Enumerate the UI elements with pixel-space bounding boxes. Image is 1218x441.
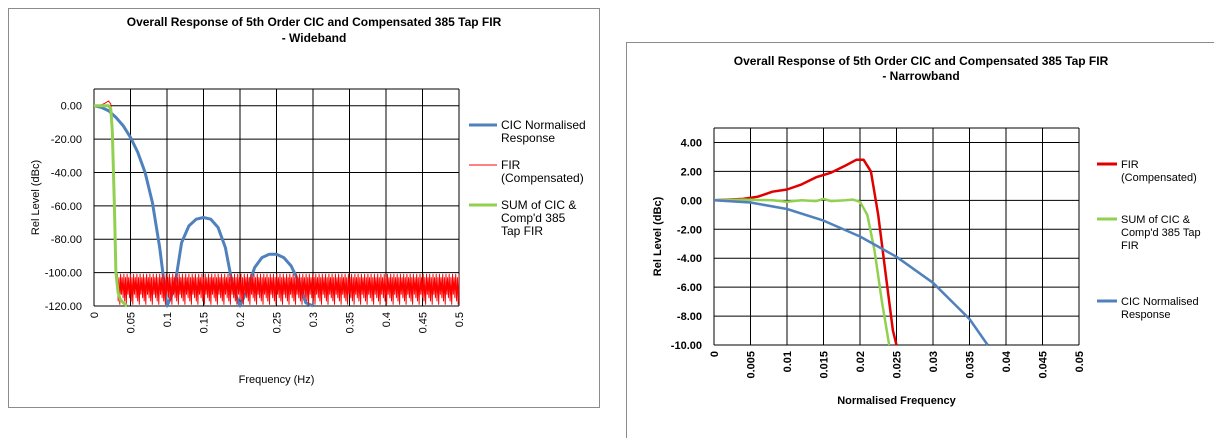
y-tick-label: 0.00 — [61, 101, 82, 113]
x-tick-label: 0.01 — [782, 351, 794, 372]
y-tick-label: -4.00 — [677, 253, 702, 265]
x-tick-label: 0.35 — [345, 312, 357, 333]
legend-entry: CIC Normalised Response — [501, 118, 586, 145]
legend-entry: FIR (Compensated) — [501, 158, 584, 185]
y-tick-label: -6.00 — [677, 282, 702, 294]
legend-entry-line: Tap FIR — [501, 224, 543, 238]
y-tick-label: -120.00 — [45, 301, 82, 313]
x-tick-label: 0.4 — [381, 312, 393, 327]
legend-entry-line: FIR — [1121, 240, 1139, 252]
legend-entry-line: FIR — [1121, 159, 1139, 171]
series-line-a — [94, 104, 314, 308]
x-tick-label: 0 — [709, 351, 721, 357]
chart-title: Overall Response of 5th Order CIC and Co… — [734, 54, 1109, 68]
legend-entry-line: Response — [1121, 309, 1171, 321]
x-tick-label: 0.045 — [1038, 351, 1050, 379]
y-tick-label: -8.00 — [677, 311, 702, 323]
x-tick-label: 0.04 — [1001, 350, 1013, 372]
legend-entry-line: FIR — [501, 158, 521, 172]
x-tick-label: 0.02 — [855, 351, 867, 372]
series-line-c — [94, 104, 128, 308]
legend-entry-line: (Compensated) — [1121, 172, 1197, 184]
x-tick-label: 0.03 — [928, 351, 940, 372]
chart-subtitle: - Narrowband — [882, 69, 959, 83]
y-tick-label: -100.00 — [45, 268, 82, 280]
x-tick-label: 0.45 — [418, 312, 430, 333]
legend-entry-line: CIC Normalised — [1121, 296, 1199, 308]
x-tick-label: 0.5 — [454, 312, 466, 327]
chart-subtitle: - Wideband — [282, 31, 347, 45]
y-tick-label: 4.00 — [681, 137, 702, 149]
x-tick-label: 0.25 — [272, 312, 284, 333]
y-tick-label: -40.00 — [51, 167, 82, 179]
series-group — [94, 100, 459, 308]
series-line-a — [714, 158, 898, 346]
legend-entry-line: SUM of CIC & — [501, 198, 576, 212]
series-line-b — [94, 100, 459, 305]
y-tick-label: -60.00 — [51, 201, 82, 213]
x-axis-title: Frequency (Hz) — [239, 374, 315, 386]
y-tick-label: -10.00 — [671, 340, 702, 352]
x-tick-label: 0.035 — [965, 351, 977, 379]
x-tick-label: 0.3 — [308, 312, 320, 327]
y-tick-label: 0.00 — [681, 195, 702, 207]
legend-entry-line: Comp'd 385 Tap — [1121, 227, 1201, 239]
x-tick-label: 0 — [89, 312, 101, 318]
series-group — [714, 158, 989, 346]
y-axis-title: Rel Level (dBc) — [652, 196, 664, 276]
x-tick-label: 0.1 — [162, 312, 174, 327]
series-line-c — [714, 199, 989, 346]
x-axis-title: Normalised Frequency — [837, 395, 956, 407]
x-tick-label: 0.005 — [746, 351, 758, 379]
legend-entry: SUM of CIC & Comp'd 385 Tap FIR — [1121, 214, 1201, 252]
legend-entry-line: (Compensated) — [501, 171, 584, 185]
x-tick-label: 0.05 — [1074, 351, 1086, 372]
x-tick-label: 0.2 — [235, 312, 247, 327]
legend-entry-line: CIC Normalised — [501, 118, 586, 132]
narrowband-chart: Overall Response of 5th Order CIC and Co… — [626, 42, 1214, 438]
legend-entry: CIC Normalised Response — [1121, 296, 1199, 321]
x-tick-label: 0.15 — [199, 312, 211, 333]
y-axis-title: Rel Level (dBc) — [30, 160, 42, 235]
y-tick-label: 2.00 — [681, 166, 702, 178]
y-tick-label: -80.00 — [51, 234, 82, 246]
x-tick-label: 0.025 — [892, 351, 904, 379]
legend-entry-line: SUM of CIC & — [1121, 214, 1191, 226]
legend-entry-line: Comp'd 385 — [501, 211, 566, 225]
y-tick-label: -20.00 — [51, 134, 82, 146]
legend-entry: FIR (Compensated) — [1121, 159, 1197, 184]
x-tick-label: 0.05 — [126, 312, 138, 333]
y-tick-label: -2.00 — [677, 224, 702, 236]
wideband-chart-svg: Overall Response of 5th Order CIC and Co… — [30, 15, 586, 386]
legend-entry: SUM of CIC & Comp'd 385 Tap FIR — [501, 198, 576, 238]
narrowband-chart-svg: Overall Response of 5th Order CIC and Co… — [652, 54, 1201, 407]
x-tick-label: 0.015 — [819, 351, 831, 379]
chart-title: Overall Response of 5th Order CIC and Co… — [127, 15, 502, 29]
wideband-chart: Overall Response of 5th Order CIC and Co… — [8, 8, 600, 408]
series-line-b — [714, 197, 891, 346]
legend-entry-line: Response — [501, 131, 555, 145]
